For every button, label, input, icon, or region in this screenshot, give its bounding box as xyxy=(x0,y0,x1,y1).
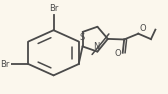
Text: N: N xyxy=(93,42,100,51)
Text: O: O xyxy=(115,49,121,58)
Text: S: S xyxy=(80,33,85,42)
Text: O: O xyxy=(139,24,146,33)
Text: Br: Br xyxy=(1,60,10,69)
Text: Br: Br xyxy=(49,4,58,13)
